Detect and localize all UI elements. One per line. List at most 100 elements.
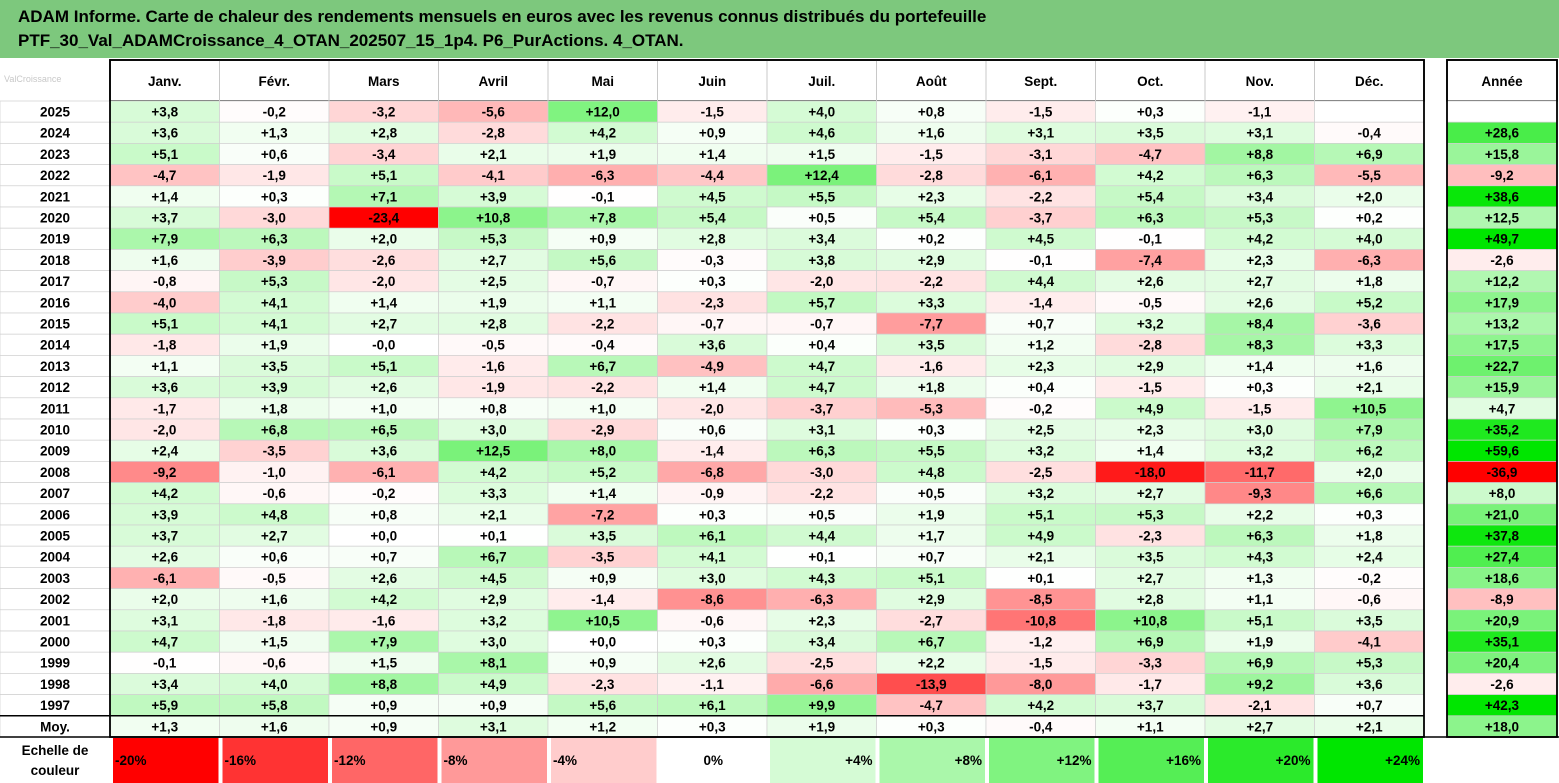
cell-value: +2,7 (1246, 274, 1273, 289)
scale-swatch (660, 738, 766, 783)
cell-value: +0,3 (918, 719, 945, 734)
cell-value: +4,6 (808, 126, 835, 141)
row-label: 2017 (40, 274, 70, 289)
row-label: Moy. (40, 719, 70, 734)
cell-value: -2,0 (810, 274, 833, 289)
cell-value: +8,8 (1246, 147, 1273, 162)
cell-value: +9,9 (808, 698, 835, 713)
cell-value: +0,9 (699, 126, 726, 141)
cell-value: +4,8 (261, 507, 288, 522)
cell-value: +0,3 (261, 189, 288, 204)
cell-value: -3,6 (1358, 316, 1382, 331)
cell-value: +0,3 (1137, 104, 1164, 119)
scale-value: +20% (1276, 753, 1311, 768)
cell-value: -2,2 (920, 274, 943, 289)
cell-value: -1,4 (1029, 295, 1053, 310)
cell-value: +1,4 (699, 380, 726, 395)
cell-value: -6,3 (591, 168, 615, 183)
cell-value: +6,2 (1356, 444, 1383, 459)
cell-value: +3,5 (918, 338, 945, 353)
cell-value: +1,2 (589, 719, 616, 734)
cell-value: -1,5 (1029, 104, 1053, 119)
cell-value: +0,3 (1246, 380, 1273, 395)
row-label: 2008 (40, 465, 71, 480)
cell-value: +3,2 (1246, 444, 1273, 459)
cell-value: -0,2 (1358, 571, 1381, 586)
cell-value: +3,4 (1246, 189, 1273, 204)
title-line-1: ADAM Informe. Carte de chaleur des rende… (18, 7, 987, 26)
cell-value: +2,6 (1137, 274, 1164, 289)
row-label: 2011 (40, 401, 70, 416)
cell-value: -2,9 (591, 422, 614, 437)
cell-value: -4,7 (920, 698, 943, 713)
cell-value: -0,9 (701, 486, 724, 501)
scale-value: -4% (553, 753, 577, 768)
scale-value: +24% (1385, 753, 1420, 768)
cell-value: -1,6 (482, 359, 506, 374)
cell-value: +1,6 (918, 126, 945, 141)
row-label: 2012 (40, 380, 70, 395)
cell-value: +2,8 (370, 126, 397, 141)
year-value: +37,8 (1485, 528, 1520, 543)
cell-value: +5,4 (1137, 189, 1164, 204)
scale-value: -20% (115, 753, 147, 768)
cell-value: +12,5 (476, 444, 511, 459)
cell-value: -11,7 (1245, 465, 1275, 480)
cell-value: +2,1 (1356, 380, 1383, 395)
year-value: -8,9 (1490, 592, 1513, 607)
cell-value: +2,6 (370, 380, 397, 395)
cell-value: +1,6 (151, 253, 178, 268)
cell-value: -0,1 (1029, 253, 1053, 268)
cell-value: +5,5 (918, 444, 945, 459)
cell-value: +5,4 (699, 210, 726, 225)
cell-value: -4,9 (701, 359, 724, 374)
scale-swatch (770, 738, 876, 783)
cell-value: +3,1 (480, 719, 507, 734)
cell-value: -23,4 (368, 210, 399, 225)
cell-value: +2,2 (918, 656, 945, 671)
cell-value: -6,6 (810, 677, 834, 692)
cell-value: +0,7 (1356, 698, 1383, 713)
cell-value: +1,9 (1246, 634, 1273, 649)
cell-value: -2,8 (1139, 338, 1163, 353)
cell-value: +3,1 (151, 613, 178, 628)
year-value: +59,6 (1485, 444, 1520, 459)
cell-value: +5,1 (370, 359, 397, 374)
cell-value: -3,0 (810, 465, 833, 480)
cell-value: +4,7 (808, 359, 835, 374)
scale-swatch (222, 738, 328, 783)
cell-value: +4,5 (1027, 232, 1054, 247)
month-header-11: Déc. (1355, 74, 1384, 89)
cell-value: -0,6 (263, 656, 287, 671)
cell-value: +5,1 (151, 316, 178, 331)
cell-value: +3,6 (1356, 677, 1383, 692)
cell-value: -1,5 (1029, 656, 1053, 671)
cell-value: +4,1 (261, 295, 288, 310)
cell-value: +3,9 (480, 189, 507, 204)
cell-value: -13,9 (916, 677, 947, 692)
cell-value: +0,2 (918, 232, 945, 247)
scale-swatch (551, 738, 657, 783)
cell-value: -2,2 (591, 380, 614, 395)
cell-value: -0,7 (701, 316, 724, 331)
cell-value: +0,9 (370, 698, 397, 713)
cell-value: -1,7 (1139, 677, 1162, 692)
cell-value: +4,2 (589, 126, 616, 141)
cell-value: -4,4 (701, 168, 725, 183)
cell-value: +2,4 (151, 444, 178, 459)
cell-value: +10,8 (1133, 613, 1168, 628)
cell-value: -0,2 (263, 104, 286, 119)
cell-value: +0,7 (918, 550, 945, 565)
cell-value: -1,8 (153, 338, 177, 353)
cell-value: -1,9 (263, 168, 286, 183)
row-label: 2019 (40, 232, 70, 247)
cell-value: +4,2 (1137, 168, 1164, 183)
row-label: 2022 (40, 168, 70, 183)
row-label: 2004 (40, 550, 71, 565)
cell-value: +5,6 (589, 253, 616, 268)
cell-value: -2,8 (920, 168, 944, 183)
cell-value: -7,7 (920, 316, 943, 331)
row-label: 2023 (40, 147, 71, 162)
heatmap-cell (1314, 100, 1425, 123)
